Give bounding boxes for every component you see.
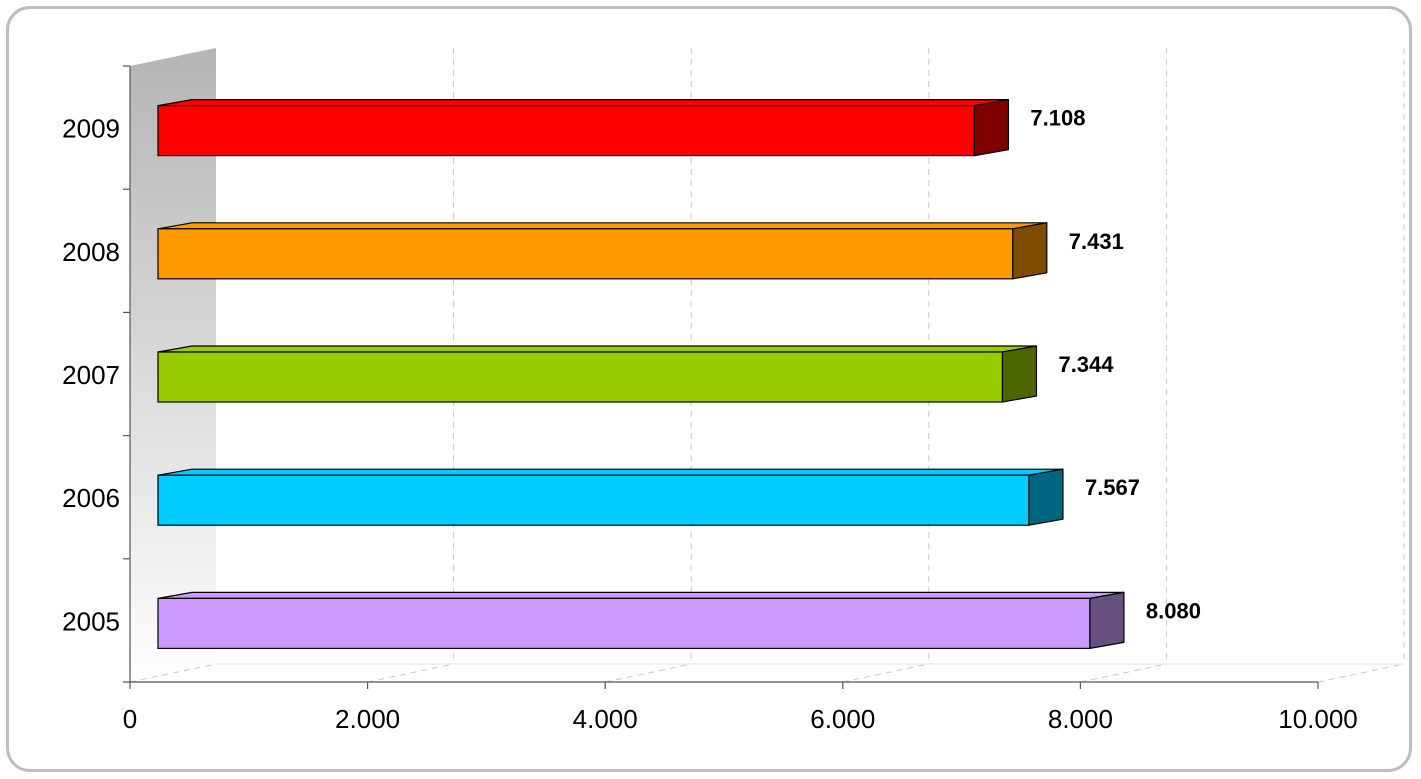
x-tick-label: 2.000: [335, 704, 400, 734]
x-tick-label: 6.000: [810, 704, 875, 734]
labels-layer: 0 2.000 4.000 6.000 8.000 10.000 2005 8.080 2006…: [62, 106, 1358, 734]
bar-side-face: [1001, 345, 1038, 403]
bar-top-face: [157, 98, 1010, 107]
floor-gridline: [129, 663, 217, 683]
floor-gridline: [1080, 663, 1167, 683]
y-tick-label: 2008: [62, 237, 120, 267]
bars-layer: [157, 98, 1125, 650]
data-label: 8.080: [1146, 598, 1201, 623]
bar: [157, 474, 1030, 526]
bar: [157, 228, 1014, 280]
bar-top-face: [157, 591, 1125, 600]
bar-side-face: [1089, 591, 1125, 650]
bar: [157, 104, 976, 157]
x-tick-label: 4.000: [573, 704, 638, 734]
floor-gridline: [605, 663, 692, 683]
bar-side-face: [1028, 468, 1064, 526]
bar: [157, 597, 1091, 650]
data-label: 7.431: [1069, 229, 1124, 254]
floor-gridline: [842, 663, 929, 683]
y-tick-label: 2006: [62, 483, 120, 513]
bar-side-face: [1012, 222, 1048, 280]
bar: [157, 351, 1004, 403]
bar-side-face: [973, 98, 1010, 157]
x-tick-label: 8.000: [1048, 704, 1113, 734]
x-tick-label: 0: [123, 704, 137, 734]
floor-gridline: [1317, 663, 1405, 683]
x-tick-label: 10.000: [1278, 704, 1358, 734]
y-tick-label: 2007: [62, 360, 120, 390]
data-label: 7.567: [1085, 475, 1140, 500]
floor-gridline: [367, 663, 454, 683]
data-label: 7.344: [1058, 352, 1114, 377]
axes-layer: [123, 65, 1319, 689]
y-tick-label: 2005: [62, 606, 120, 636]
bar-top-face: [157, 468, 1064, 476]
data-label: 7.108: [1030, 106, 1085, 131]
bar-top-face: [157, 222, 1048, 230]
bar-top-face: [157, 345, 1038, 353]
y-tick-label: 2009: [62, 114, 120, 144]
